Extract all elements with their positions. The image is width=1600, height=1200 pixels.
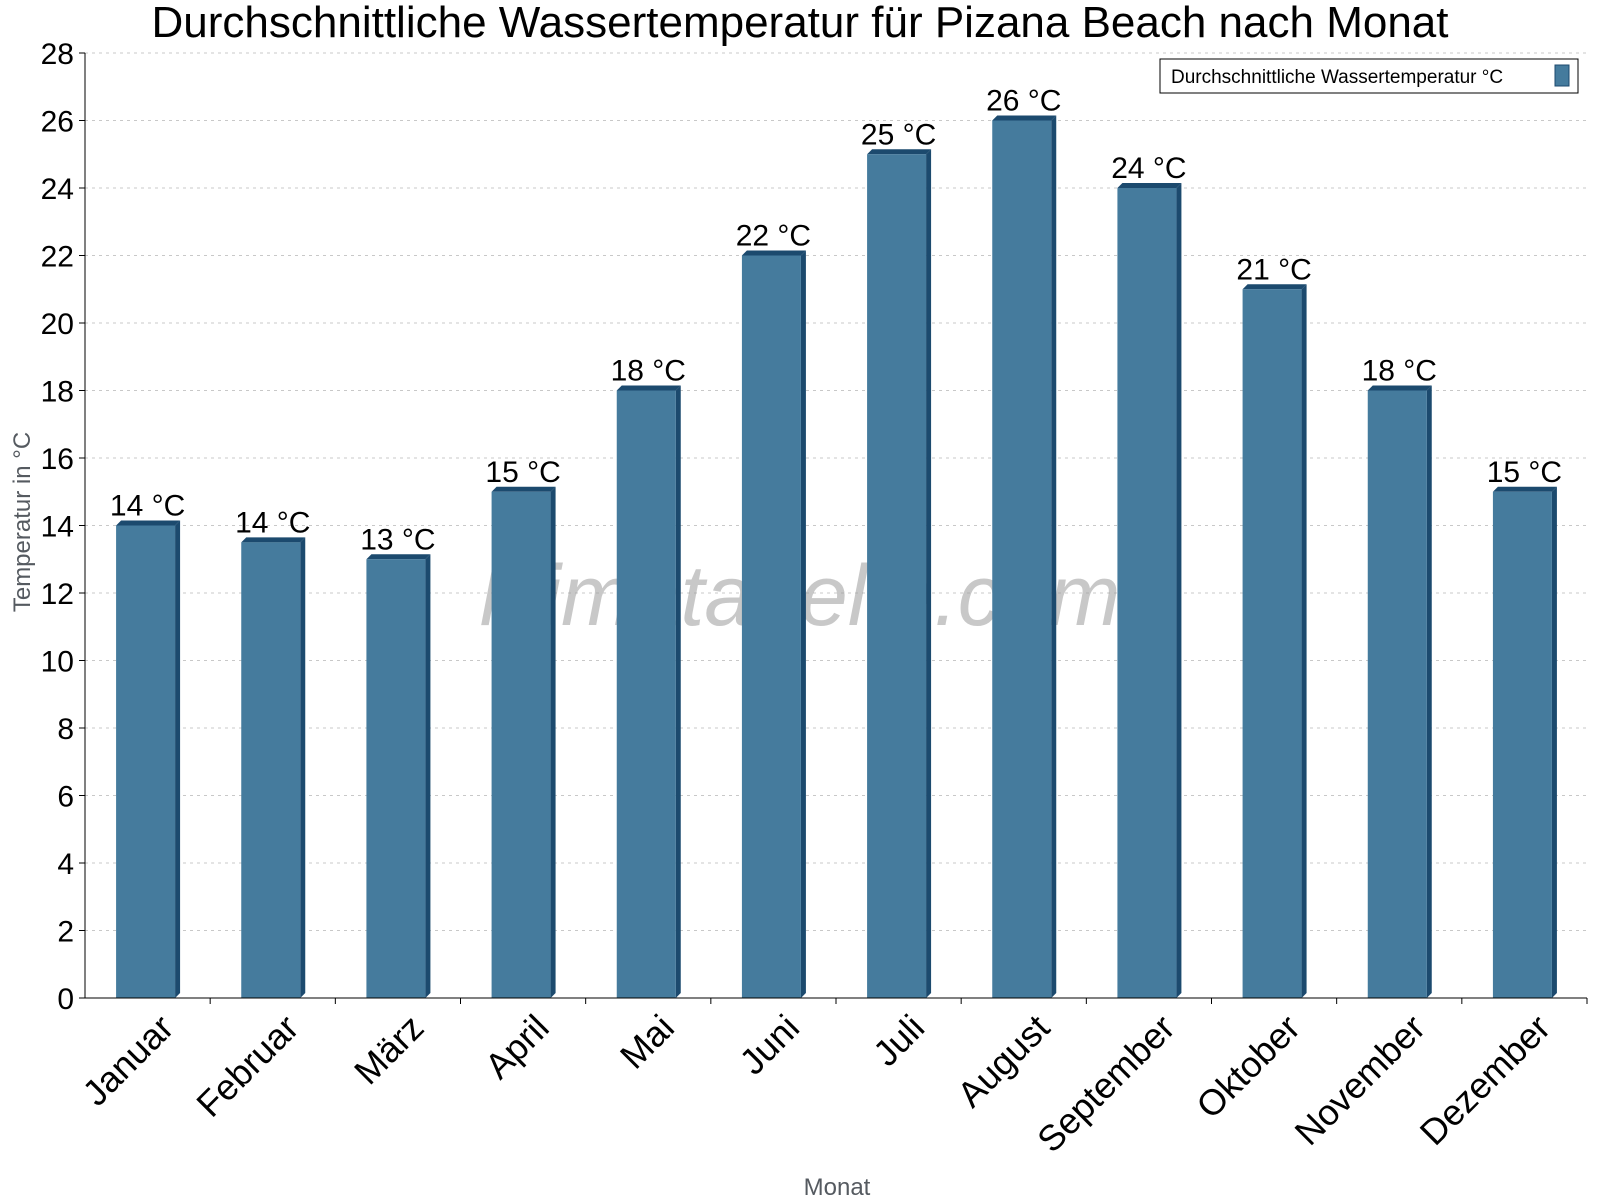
bar-front — [241, 542, 301, 998]
legend-entry-label: Durchschnittliche Wassertemperatur °C — [1171, 67, 1503, 88]
x-tick-label: Juni — [731, 1007, 807, 1083]
bar-september — [1117, 183, 1182, 998]
bar-side — [1426, 385, 1432, 998]
bar-top — [992, 115, 1057, 121]
bar-front — [616, 390, 676, 998]
data-label: 24 °C — [1111, 152, 1186, 185]
x-tick-label: Oktober — [1188, 1007, 1308, 1127]
data-label: 22 °C — [736, 220, 811, 253]
bar-side — [675, 385, 681, 998]
data-label: 18 °C — [611, 355, 686, 388]
bar-front — [1367, 390, 1427, 998]
data-labels: 14 °C 14 °C 13 °C 15 °C 18 °C 22 °C 25 °C 26 °C… — [110, 85, 1562, 557]
data-label: 25 °C — [861, 118, 936, 151]
grid-lines — [85, 52, 1587, 931]
bar-side — [175, 520, 181, 998]
x-tick-label: September — [1029, 1007, 1183, 1161]
bar-front — [116, 525, 176, 998]
y-tick-label: 8 — [57, 713, 74, 746]
bar-front — [491, 491, 551, 998]
y-tick-label: 20 — [41, 308, 74, 341]
bar-side — [300, 537, 306, 998]
bar-side — [1051, 115, 1057, 998]
x-tick-label: April — [477, 1007, 557, 1087]
y-tick-label: 26 — [41, 106, 74, 139]
y-tick-label: 18 — [41, 376, 74, 409]
x-tick-label: Dezember — [1412, 1007, 1558, 1153]
x-tick-label: August — [949, 1007, 1057, 1115]
bar-oktober — [1242, 284, 1307, 998]
x-tick-label: Mai — [612, 1007, 682, 1077]
legend-swatch — [1554, 64, 1570, 87]
data-label: 15 °C — [485, 456, 560, 489]
bar-top — [741, 250, 806, 256]
data-label: 26 °C — [986, 85, 1061, 118]
bar-side — [926, 149, 932, 998]
bar-top — [241, 537, 306, 543]
bar-top — [1242, 284, 1307, 290]
bar-front — [366, 559, 426, 998]
chart-title: Durchschnittliche Wassertemperatur für P… — [152, 0, 1449, 47]
bar-januar — [116, 520, 181, 998]
data-label: 14 °C — [235, 506, 310, 539]
data-label: 15 °C — [1487, 456, 1562, 489]
bar-november — [1367, 385, 1432, 998]
bar-side — [1301, 284, 1307, 998]
bar-top — [1117, 183, 1182, 188]
y-tick-label: 22 — [41, 241, 74, 274]
bar-top — [1367, 385, 1432, 391]
data-label: 21 °C — [1236, 253, 1311, 286]
bar-märz — [366, 554, 431, 998]
y-tick-label: 2 — [57, 916, 74, 949]
y-tick-label: 24 — [41, 173, 74, 206]
bar-februar — [241, 537, 306, 998]
y-tick-label: 16 — [41, 443, 74, 476]
bars — [116, 115, 1557, 998]
legend-box — [1159, 58, 1579, 94]
data-label: 14 °C — [110, 490, 185, 523]
bar-side — [1176, 183, 1182, 998]
bar-side — [550, 486, 556, 998]
bar-juli — [867, 149, 932, 998]
y-tick-label: 4 — [57, 848, 74, 881]
bar-front — [867, 154, 927, 998]
x-tick-label: Januar — [74, 1007, 181, 1114]
x-axis-label: Monat — [804, 1174, 871, 1200]
bar-side — [800, 250, 806, 998]
bar-top — [366, 554, 431, 560]
x-tick-label: November — [1286, 1007, 1432, 1153]
y-tick-label: 14 — [41, 511, 74, 544]
y-tick-label: 10 — [41, 646, 74, 679]
y-tick-label: 0 — [57, 983, 74, 1016]
bar-front — [1492, 491, 1552, 998]
bar-top — [616, 385, 681, 391]
y-tick-label: 28 — [41, 38, 74, 71]
bar-juni — [741, 250, 806, 998]
bar-side — [1551, 486, 1557, 998]
x-tick-label: Februar — [188, 1007, 306, 1125]
bar-top — [1492, 486, 1557, 492]
bar-top — [491, 486, 556, 492]
bar-top — [867, 149, 932, 155]
y-tick-label: 6 — [57, 781, 74, 814]
y-tick-label: 12 — [41, 578, 74, 611]
x-tick-label: März — [346, 1007, 432, 1093]
bar-front — [741, 255, 801, 998]
data-label: 13 °C — [360, 523, 435, 556]
bar-side — [425, 554, 431, 998]
bar-mai — [616, 385, 681, 998]
data-label: 18 °C — [1362, 355, 1437, 388]
bar-dezember — [1492, 486, 1557, 998]
y-axis-label: Temperatur in °C — [9, 432, 36, 612]
bar-april — [491, 486, 556, 998]
bar-front — [1242, 289, 1302, 998]
bar-august — [992, 115, 1057, 998]
bar-front — [992, 120, 1052, 998]
bar-front — [1117, 188, 1177, 998]
legend: Durchschnittliche Wassertemperatur °C — [1159, 58, 1579, 94]
x-tick-label: Juli — [865, 1007, 932, 1074]
bar-top — [116, 520, 181, 526]
